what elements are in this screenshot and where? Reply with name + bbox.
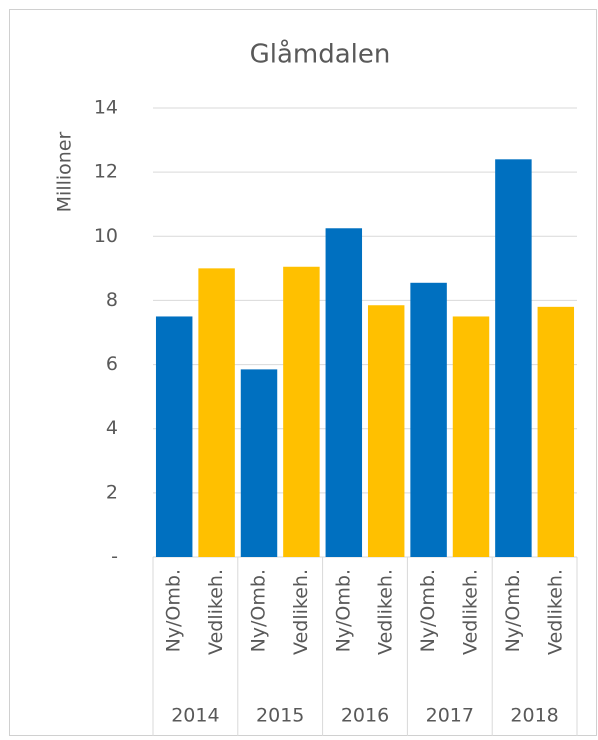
x-group-label: 2016 <box>341 705 389 727</box>
x-tick-label: Vedlikeh. <box>375 569 397 655</box>
y-tick-label: 2 <box>106 481 118 503</box>
x-group-label: 2018 <box>510 705 558 727</box>
y-tick-label: 4 <box>106 417 118 439</box>
bar <box>155 316 193 557</box>
bar <box>283 266 320 557</box>
x-group-label: 2015 <box>256 705 304 727</box>
bar <box>452 316 490 557</box>
x-group-label: 2014 <box>171 705 219 727</box>
bar <box>495 159 532 558</box>
chart-title: Glåmdalen <box>250 39 391 70</box>
y-tick-label: 8 <box>106 289 118 311</box>
y-axis-title: Millioner <box>54 131 76 212</box>
x-tick-label: Ny/Omb. <box>332 569 354 652</box>
bar <box>240 369 278 557</box>
x-tick-label: Ny/Omb. <box>502 569 524 652</box>
x-tick-label: Vedlikeh. <box>205 569 227 655</box>
x-tick-label: Vedlikeh. <box>544 569 566 655</box>
y-tick-label: 12 <box>94 161 118 183</box>
y-tick-label: - <box>111 546 118 568</box>
x-group-label: 2017 <box>426 705 474 727</box>
y-tick-label: 10 <box>94 225 118 247</box>
bar <box>325 228 363 557</box>
bar <box>367 305 405 557</box>
x-tick-label: Ny/Omb. <box>248 569 270 652</box>
bar <box>537 306 575 557</box>
bar <box>410 282 447 557</box>
y-tick-label: 14 <box>94 97 118 119</box>
x-tick-label: Ny/Omb. <box>163 569 185 652</box>
bar <box>198 268 235 557</box>
y-tick-label: 6 <box>106 353 118 375</box>
x-tick-label: Vedlikeh. <box>460 569 482 655</box>
x-tick-label: Vedlikeh. <box>290 569 312 655</box>
x-tick-label: Ny/Omb. <box>417 569 439 652</box>
